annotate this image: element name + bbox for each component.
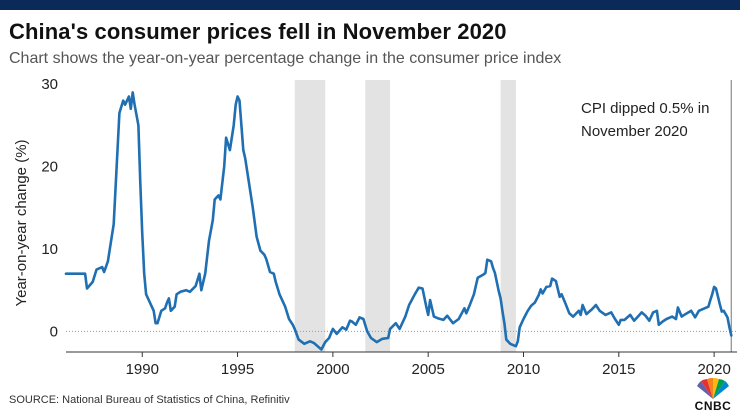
shaded-periods — [294, 80, 516, 352]
y-axis-label: Year-on-year change (%) — [13, 139, 30, 306]
y-tick-label: 30 — [41, 76, 58, 93]
series-group — [64, 91, 733, 351]
series-line-1 — [64, 91, 733, 351]
shaded-period-2 — [365, 80, 391, 352]
peacock-icon — [697, 377, 729, 399]
logo-text: CNBC — [694, 399, 732, 413]
x-tick-label: 1990 — [126, 361, 159, 378]
annotation-line-2: November 2020 — [581, 123, 688, 140]
shaded-period-3 — [500, 80, 516, 352]
y-tick-label: 10 — [41, 241, 58, 258]
x-tick-label: 2005 — [412, 361, 445, 378]
source-note: SOURCE: National Bureau of Statistics of… — [9, 394, 290, 406]
chart-subtitle: Chart shows the year-on-year percentage … — [9, 50, 562, 67]
cnbc-logo: CNBC — [690, 377, 736, 413]
shaded-period-1 — [294, 80, 326, 352]
header-bar — [0, 0, 740, 10]
annotation-line-1: CPI dipped 0.5% in — [581, 100, 709, 117]
x-tick-label: 2010 — [507, 361, 540, 378]
x-tick-labels: 1990 1995 2000 2005 2010 2015 2020 — [126, 352, 731, 378]
y-tick-label: 20 — [41, 159, 58, 176]
y-tick-label: 0 — [50, 323, 58, 340]
chart-title: China's consumer prices fell in November… — [9, 19, 507, 44]
x-tick-label: 2020 — [697, 361, 730, 378]
x-tick-label: 2015 — [602, 361, 635, 378]
y-tick-labels: 0 10 20 30 — [41, 76, 58, 340]
x-tick-label: 1995 — [221, 361, 254, 378]
x-tick-label: 2000 — [316, 361, 349, 378]
